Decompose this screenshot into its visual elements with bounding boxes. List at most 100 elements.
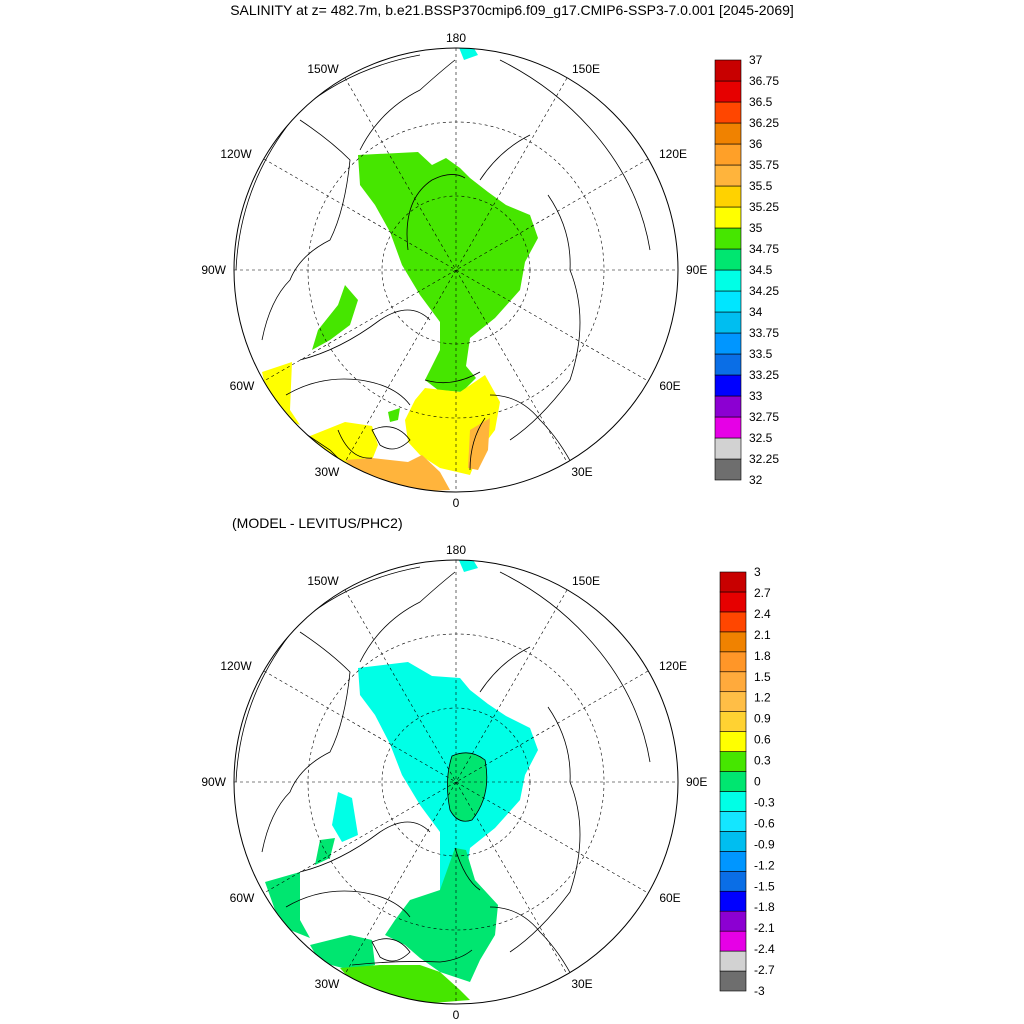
salinity-colorbar-tick-label: 36.75 bbox=[749, 74, 779, 88]
difference-colorbar: 3 2.7 2.4 2.1 1.8 1.5 1.2 0.9 0.6 0.3 0 -0.3 -0.6 -0.… bbox=[719, 565, 775, 998]
salinity-colorbar-swatch bbox=[714, 353, 742, 376]
lon-label-90w: 90W bbox=[201, 775, 226, 789]
difference-colorbar-tick-label: 0.9 bbox=[754, 712, 771, 726]
difference-colorbar-swatch bbox=[719, 811, 747, 832]
difference-colorbar-tick-label: 0 bbox=[754, 775, 761, 789]
salinity-colorbar-swatch bbox=[714, 227, 742, 250]
salinity-region-atlantic-orange bbox=[345, 455, 450, 492]
salinity-colorbar-swatch bbox=[714, 437, 742, 460]
difference-colorbar-tick-label: 2.1 bbox=[754, 628, 771, 642]
salinity-colorbar-tick-label: 36.25 bbox=[749, 116, 779, 130]
salinity-colorbar-tick-label: 33 bbox=[749, 389, 763, 403]
difference-colorbar-tick-label: -2.7 bbox=[754, 963, 775, 977]
difference-field bbox=[235, 560, 651, 1004]
difference-colorbar-tick-label: -2.1 bbox=[754, 921, 775, 935]
difference-colorbar-swatch bbox=[719, 611, 747, 633]
difference-colorbar-swatch bbox=[719, 671, 747, 693]
salinity-colorbar-tick-label: 32.5 bbox=[749, 431, 773, 445]
difference-colorbar-tick-label: 1.5 bbox=[754, 670, 771, 684]
salinity-colorbar-tick-label: 37 bbox=[749, 53, 763, 67]
difference-colorbar-tick-label: 2.4 bbox=[754, 607, 771, 621]
difference-colorbar-swatch bbox=[719, 831, 747, 852]
salinity-colorbar-swatch bbox=[714, 80, 742, 103]
difference-colorbar-swatch bbox=[719, 731, 747, 752]
difference-colorbar-tick-label: -1.8 bbox=[754, 900, 775, 914]
lon-label-0: 0 bbox=[453, 1008, 460, 1022]
difference-colorbar-swatch bbox=[719, 890, 747, 912]
salinity-colorbar-swatch bbox=[714, 164, 742, 187]
difference-lon-labels: 180 0 90W 90E 150W 150E 120W 120E 60W 60… bbox=[201, 543, 707, 1022]
salinity-colorbar-tick-label: 36.5 bbox=[749, 95, 773, 109]
difference-colorbar-tick-label: -0.6 bbox=[754, 816, 775, 830]
salinity-contour-35 bbox=[406, 174, 481, 384]
salinity-region-bering bbox=[458, 48, 478, 60]
difference-region-atlantic-bright bbox=[340, 965, 470, 1004]
difference-region-baffin bbox=[332, 792, 358, 842]
difference-colorbar-tick-label: 2.7 bbox=[754, 586, 771, 600]
salinity-colorbar-swatch bbox=[714, 374, 742, 397]
lon-label-0: 0 bbox=[453, 496, 460, 510]
salinity-colorbar-swatch bbox=[714, 143, 742, 166]
salinity-colorbar-tick-label: 33.25 bbox=[749, 368, 779, 382]
difference-colorbar-swatch bbox=[719, 910, 747, 932]
difference-colorbar-swatch bbox=[719, 651, 747, 673]
salinity-graticule bbox=[234, 48, 678, 492]
difference-region-atlantic-green bbox=[310, 935, 375, 970]
difference-region-nordic-green bbox=[385, 848, 498, 982]
difference-panel-title: (MODEL - LEVITUS/PHC2) bbox=[232, 515, 403, 531]
salinity-colorbar-swatch bbox=[714, 59, 742, 82]
difference-colorbar-swatch bbox=[719, 631, 747, 653]
salinity-region-norway-orange bbox=[468, 418, 490, 470]
lon-label-120e: 120E bbox=[659, 147, 687, 161]
salinity-colorbar-tick-label: 35.5 bbox=[749, 179, 773, 193]
difference-colorbar-swatch bbox=[719, 711, 747, 732]
lon-label-30e: 30E bbox=[571, 465, 592, 479]
difference-colorbar-tick-label: 1.8 bbox=[754, 649, 771, 663]
difference-colorbar-tick-label: -2.4 bbox=[754, 942, 775, 956]
salinity-colorbar-tick-label: 32.25 bbox=[749, 452, 779, 466]
difference-contour-0-lower bbox=[351, 847, 481, 966]
salinity-colorbar-swatch bbox=[714, 416, 742, 439]
salinity-colorbar-swatch bbox=[714, 101, 742, 124]
lon-label-90e: 90E bbox=[686, 775, 707, 789]
difference-colorbar-swatch bbox=[719, 791, 747, 812]
salinity-colorbar-tick-label: 35.25 bbox=[749, 200, 779, 214]
salinity-colorbar-tick-label: 32 bbox=[749, 473, 763, 487]
salinity-colorbar-tick-label: 33.75 bbox=[749, 326, 779, 340]
lon-label-120e: 120E bbox=[659, 659, 687, 673]
difference-coastlines bbox=[235, 566, 651, 983]
page-title: SALINITY at z= 482.7m, b.e21.BSSP370cmip… bbox=[230, 2, 794, 18]
lon-label-180: 180 bbox=[446, 31, 466, 45]
salinity-colorbar-swatch bbox=[714, 395, 742, 418]
difference-colorbar-tick-label: 3 bbox=[754, 565, 761, 579]
lon-label-180: 180 bbox=[446, 543, 466, 557]
salinity-colorbar-tick-label: 35 bbox=[749, 221, 763, 235]
difference-map: 180 0 90W 90E 150W 150E 120W 120E 60W 60… bbox=[201, 543, 707, 1022]
salinity-map-boundary bbox=[233, 47, 679, 493]
difference-region-central-green bbox=[447, 752, 487, 822]
lon-label-30w: 30W bbox=[315, 465, 340, 479]
difference-colorbar-swatch bbox=[719, 870, 747, 892]
difference-colorbar-swatch bbox=[719, 970, 747, 992]
salinity-region-arctic bbox=[358, 152, 538, 392]
difference-colorbar-tick-label: 0.3 bbox=[754, 754, 771, 768]
lon-label-60w: 60W bbox=[230, 379, 255, 393]
lon-label-30w: 30W bbox=[315, 977, 340, 991]
salinity-colorbar-tick-label: 34.75 bbox=[749, 242, 779, 256]
lon-label-120w: 120W bbox=[220, 659, 252, 673]
difference-colorbar-tick-label: -0.9 bbox=[754, 837, 775, 851]
lon-label-90e: 90E bbox=[686, 263, 707, 277]
salinity-colorbar: 37 36.75 36.5 36.25 36 35.75 35.5 35.25 35 34.75 3… bbox=[714, 53, 779, 487]
lon-label-30e: 30E bbox=[571, 977, 592, 991]
difference-region-labrador-green bbox=[265, 872, 310, 938]
lon-label-90w: 90W bbox=[201, 263, 226, 277]
salinity-colorbar-swatch bbox=[714, 311, 742, 334]
salinity-region-labrador bbox=[262, 362, 300, 425]
salinity-colorbar-swatch bbox=[714, 290, 742, 313]
lon-label-150e: 150E bbox=[572, 62, 600, 76]
salinity-colorbar-swatch bbox=[714, 458, 742, 481]
lon-label-60e: 60E bbox=[659, 891, 680, 905]
lon-label-150w: 150W bbox=[307, 62, 339, 76]
salinity-colorbar-swatch bbox=[714, 332, 742, 355]
